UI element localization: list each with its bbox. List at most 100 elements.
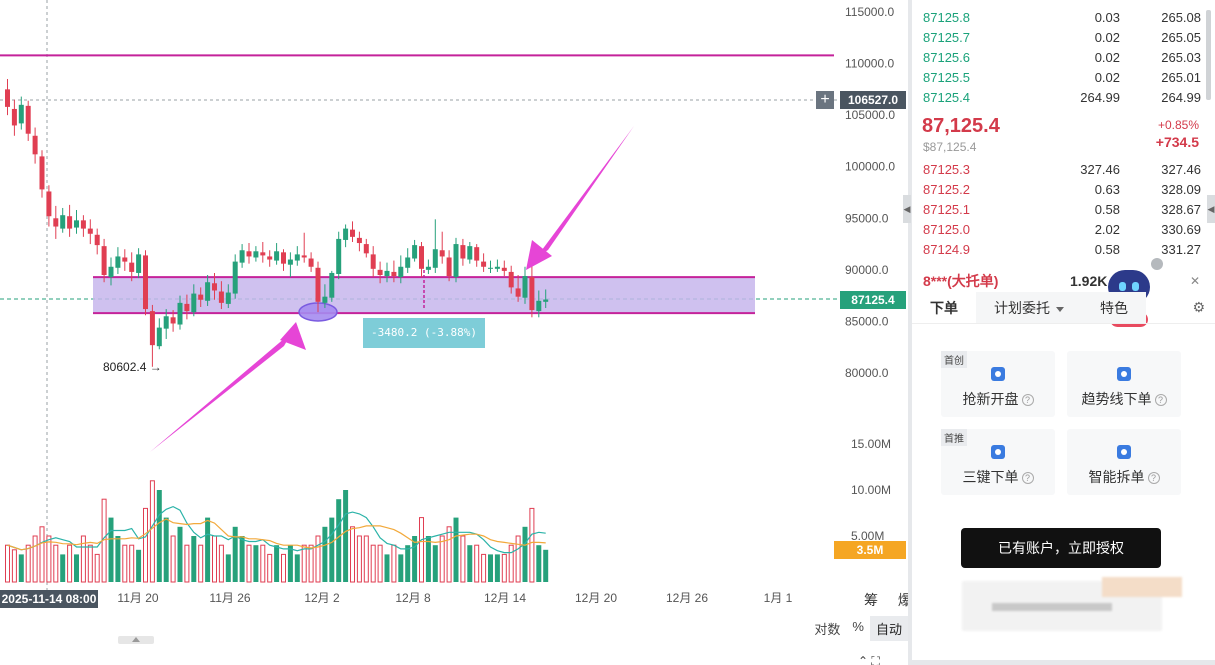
card-new-listing[interactable]: 首创 抢新开盘? xyxy=(941,351,1055,417)
big-order-banner[interactable]: 8***(大托单) 1.92K ✕ xyxy=(918,270,1208,292)
orderbook-row[interactable]: 87125.5 0.02 265.01 xyxy=(923,70,1201,85)
card-smart-split[interactable]: 智能拆单? xyxy=(1067,429,1181,495)
orderbook-row[interactable]: 87125.1 0.58 328.67 xyxy=(923,202,1201,217)
volume-bar xyxy=(184,544,190,583)
volume-bar xyxy=(384,554,390,582)
lightning-icon xyxy=(991,367,1005,381)
orderbook-row[interactable]: 87125.3 327.46 327.46 xyxy=(918,160,1204,180)
volume-bar xyxy=(543,549,549,582)
annotation-arrowhead-up xyxy=(280,322,306,350)
volume-bar xyxy=(5,544,10,583)
close-icon[interactable]: ✕ xyxy=(1189,274,1200,288)
candle-body xyxy=(274,251,280,261)
help-icon[interactable]: ? xyxy=(1147,472,1160,485)
volume-bar xyxy=(39,526,45,583)
auto-scale-button[interactable]: 自动 xyxy=(869,616,908,641)
orderbook-scrollbar[interactable] xyxy=(1206,10,1211,100)
candle-body xyxy=(136,254,142,273)
orderbook-row[interactable]: 87125.6 0.02 265.03 xyxy=(923,50,1201,65)
chart-side-tools[interactable]: 筹 爆 xyxy=(864,592,920,608)
x-axis-label: 12月 26 xyxy=(666,591,708,605)
candle-body xyxy=(246,251,252,257)
candle-body xyxy=(515,288,521,297)
volume-bar xyxy=(87,544,93,583)
candle-body xyxy=(18,104,24,124)
crosshair-date-label: 2025-11-14 08:00 xyxy=(0,590,98,608)
tab-special[interactable]: 特色 xyxy=(1082,292,1146,323)
orderbook-bids: 87125.8 0.03 265.08 87125.7 0.02 265.05 8712… xyxy=(918,8,1204,108)
volume-ma-fast xyxy=(7,505,546,554)
orderbook-row[interactable]: 87125.8 0.03 265.08 xyxy=(923,10,1201,25)
last-price-tag: 87125.4 xyxy=(840,291,906,309)
volume-bar xyxy=(53,544,59,583)
card-label: 抢新开盘 xyxy=(962,391,1019,407)
tab-plan[interactable]: 计划委托 xyxy=(976,292,1082,323)
candle-body xyxy=(543,299,549,302)
candle-body xyxy=(5,89,10,107)
help-icon[interactable]: ? xyxy=(1154,394,1167,407)
mid-price: 87,125.4 xyxy=(922,115,1000,137)
candle-body xyxy=(398,266,404,278)
help-icon[interactable]: ? xyxy=(1021,394,1034,407)
volume-bar xyxy=(301,544,307,583)
price-axis-label: 110000.0 xyxy=(845,57,894,71)
candle-body xyxy=(460,245,466,259)
volume-bar xyxy=(74,554,79,582)
volume-bar xyxy=(467,545,473,582)
blurred-banner xyxy=(962,577,1182,631)
card-label: 三键下单 xyxy=(962,469,1019,485)
drag-dot[interactable] xyxy=(1151,258,1163,270)
volume-bar xyxy=(453,517,459,582)
volume-bar xyxy=(267,553,273,583)
percent-scale-button[interactable]: % xyxy=(852,619,864,634)
candle-body xyxy=(218,291,224,303)
volume-bar xyxy=(322,526,328,582)
card-trendline-order[interactable]: 趋势线下单? xyxy=(1067,351,1181,417)
x-axis-label: 12月 20 xyxy=(575,591,617,605)
volume-bar xyxy=(522,526,528,582)
log-scale-button[interactable]: 对数 xyxy=(814,622,841,637)
candle-body xyxy=(80,220,86,229)
collapse-right-icon[interactable]: ◀ xyxy=(1207,195,1215,223)
orderbook-row[interactable]: 87125.2 0.63 328.09 xyxy=(923,182,1201,197)
expand-icon[interactable]: ⌃ ⛶ xyxy=(858,654,880,665)
volume-bar xyxy=(391,544,397,583)
orderbook-row[interactable]: 87125.0 2.02 330.69 xyxy=(923,222,1201,237)
orderbook-row[interactable]: 87125.4 264.99 264.99 xyxy=(918,88,1204,108)
volume-bar xyxy=(329,517,335,582)
volume-bar xyxy=(115,536,121,582)
chevron-down-icon xyxy=(1056,306,1064,312)
scale-options: 对数 % 自动 xyxy=(808,616,908,641)
keys-icon xyxy=(991,445,1005,459)
volume-bar xyxy=(129,544,135,583)
card-tag: 首创 xyxy=(941,351,967,368)
chart-scroll-handle[interactable] xyxy=(118,636,154,644)
gear-icon[interactable]: ⚙ xyxy=(1192,299,1205,315)
orderbook-row[interactable]: 87125.7 0.02 265.05 xyxy=(923,30,1201,45)
panel-divider[interactable] xyxy=(908,0,912,665)
add-alert-button[interactable]: + xyxy=(816,91,834,109)
authorize-button[interactable]: 已有账户，立即授权 xyxy=(961,528,1161,568)
volume-bar xyxy=(122,544,128,583)
volume-bar xyxy=(294,554,300,582)
card-three-key-order[interactable]: 首推 三键下单? xyxy=(941,429,1055,495)
candle-body xyxy=(170,317,176,324)
candle-body xyxy=(370,254,376,269)
help-icon[interactable]: ? xyxy=(1021,472,1034,485)
volume-bar xyxy=(377,544,383,583)
volume-bar xyxy=(315,535,321,583)
trade-tabs: 下单 计划委托 特色 xyxy=(912,292,1215,324)
orderbook-row[interactable]: 87124.9 0.58 331.27 xyxy=(923,242,1201,257)
tab-order[interactable]: 下单 xyxy=(912,292,976,323)
candle-body xyxy=(529,277,535,311)
candle-body xyxy=(205,282,211,301)
change-absolute: +734.5 xyxy=(1155,134,1199,150)
volume-bar xyxy=(246,544,252,583)
collapse-left-icon[interactable]: ◀ xyxy=(903,195,911,223)
candle-body xyxy=(60,215,66,229)
candle-body xyxy=(467,246,473,260)
price-chart[interactable]: 115000.0 110000.0 105000.0 100000.0 95000.0 9… xyxy=(0,0,908,610)
volume-bar xyxy=(350,526,355,583)
volume-bar xyxy=(460,535,466,583)
candle-body xyxy=(350,229,355,237)
